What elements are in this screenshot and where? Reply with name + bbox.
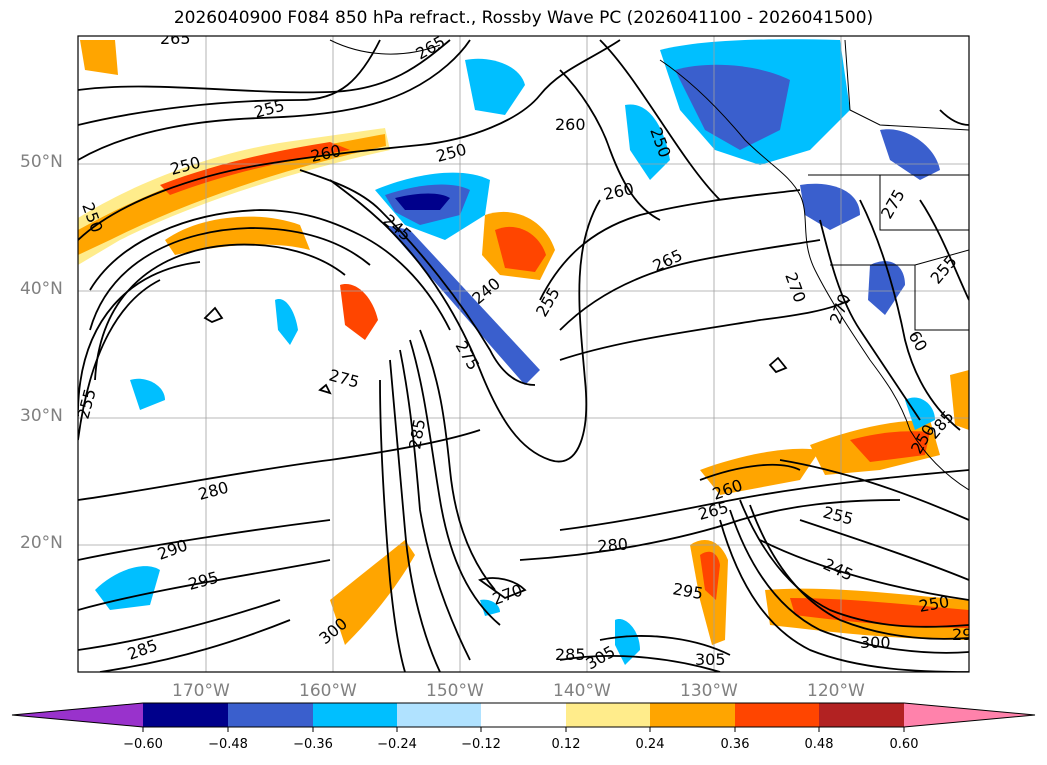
contour-label: 275 (327, 366, 361, 392)
lat-label-20n: 20°N (20, 533, 63, 553)
colorbar-tick-label: 0.48 (804, 737, 834, 752)
colorbar-tick-label: −0.60 (123, 737, 163, 752)
colorbar-segment (143, 703, 228, 727)
contour-label: 29 (952, 625, 972, 644)
negative-anomaly-3 (625, 104, 670, 180)
plot-area: 265 265 255 250 260 250 250 260 250 260 … (78, 29, 972, 674)
contour-label: 305 (695, 650, 726, 669)
lon-label-160w: 160°W (299, 681, 357, 701)
negative-anomaly-4-core (675, 64, 790, 150)
contour-label: 265 (696, 498, 730, 524)
colorbar-segment (650, 703, 735, 727)
colorbar-segment (735, 703, 819, 727)
contour-label: 260 (555, 115, 586, 134)
colorbar-tick-label: 0.12 (551, 737, 581, 752)
lat-label-30n: 30°N (20, 406, 63, 426)
colorbar-segment (481, 703, 566, 727)
contour-label: 250 (434, 140, 468, 166)
contour-label: 290 (155, 535, 190, 563)
colorbar-segment (819, 703, 904, 727)
colorbar-tick-label: −0.48 (208, 737, 248, 752)
contour-label: 285 (405, 417, 429, 450)
contour-label: 285 (555, 645, 586, 664)
positive-anomaly-3 (330, 540, 415, 645)
negative-anomaly-10 (130, 378, 165, 410)
contour-label: 265 (650, 245, 686, 275)
contour-label: 295 (671, 579, 704, 603)
contour-label: 270 (490, 580, 525, 608)
lon-label-150w: 150°W (426, 681, 484, 701)
colorbar-segment (313, 703, 397, 727)
negative-anomaly-5 (880, 129, 940, 180)
contour-lines (78, 39, 969, 672)
lon-label-120w: 120°W (807, 681, 865, 701)
positive-anomaly-sw (165, 216, 310, 255)
coastlines (329, 39, 969, 491)
negative-anomaly-9 (275, 299, 298, 345)
colorbar-segment (566, 703, 650, 727)
map-title: 2026040900 F084 850 hPa refract., Rossby… (173, 8, 874, 28)
negative-anomaly-1-peak (395, 193, 450, 210)
positive-anomaly-8 (950, 370, 969, 430)
negative-anomaly-6 (800, 183, 860, 230)
colorbar (11, 702, 1036, 732)
contour-label: 245 (820, 554, 856, 584)
colorbar-segment (397, 703, 481, 727)
positive-anomaly-4-core (700, 551, 720, 600)
graticule (78, 36, 969, 672)
colorbar-extend-high (904, 703, 1035, 727)
contour-label: 265 (160, 29, 191, 48)
colorbar-tick-label: −0.12 (461, 737, 501, 752)
plot-frame (77, 35, 970, 673)
negative-anomaly-8 (95, 566, 160, 610)
negative-anomaly-13 (480, 599, 500, 616)
colorbar-tick-label: −0.24 (377, 737, 417, 752)
colorbar-tick-label: −0.36 (293, 737, 333, 752)
positive-anomaly-top-left (80, 40, 118, 75)
negative-anomaly-2 (465, 58, 525, 115)
contour-label: 260 (602, 179, 636, 204)
colorbar-tick-label: 0.24 (635, 737, 665, 752)
contour-label: 255 (532, 284, 564, 320)
negative-anomaly-7 (868, 261, 905, 315)
lon-label-130w: 130°W (680, 681, 738, 701)
contour-label: 255 (821, 503, 855, 529)
contour-label: 255 (927, 252, 961, 288)
contour-label: 270 (826, 291, 854, 326)
lon-label-140w: 140°W (553, 681, 611, 701)
contour-label: 285 (125, 635, 160, 663)
positive-anomaly-5 (700, 448, 820, 495)
contour-label: 275 (877, 186, 909, 222)
contour-label: 305 (583, 642, 619, 674)
contour-label: 280 (196, 478, 230, 504)
lat-label-50n: 50°N (20, 152, 63, 172)
contour-label: 300 (860, 633, 891, 652)
positive-anomaly-6-core (850, 431, 930, 462)
colorbar-tick-label: 0.36 (720, 737, 750, 752)
colorbar-tick-label: 0.60 (889, 737, 919, 752)
contour-labels: 265 265 255 250 260 250 250 260 250 260 … (78, 29, 972, 674)
positive-anomaly-band-west-peak (160, 142, 350, 195)
negative-anomaly-diag (385, 225, 540, 385)
negative-anomaly-12 (905, 397, 935, 430)
lon-label-170w: 170°W (172, 681, 230, 701)
positive-anomaly-7-core (790, 598, 969, 628)
colorbar-segment (228, 703, 313, 727)
negative-anomaly-11 (615, 619, 640, 665)
contour-label: 280 (597, 534, 629, 556)
lat-label-40n: 40°N (20, 279, 63, 299)
contour-label: 295 (186, 568, 220, 594)
positive-anomaly-2-core (495, 226, 546, 272)
contour-label: 270 (781, 270, 809, 305)
colorbar-extend-low (12, 703, 143, 727)
positive-anomaly-1 (340, 284, 378, 340)
